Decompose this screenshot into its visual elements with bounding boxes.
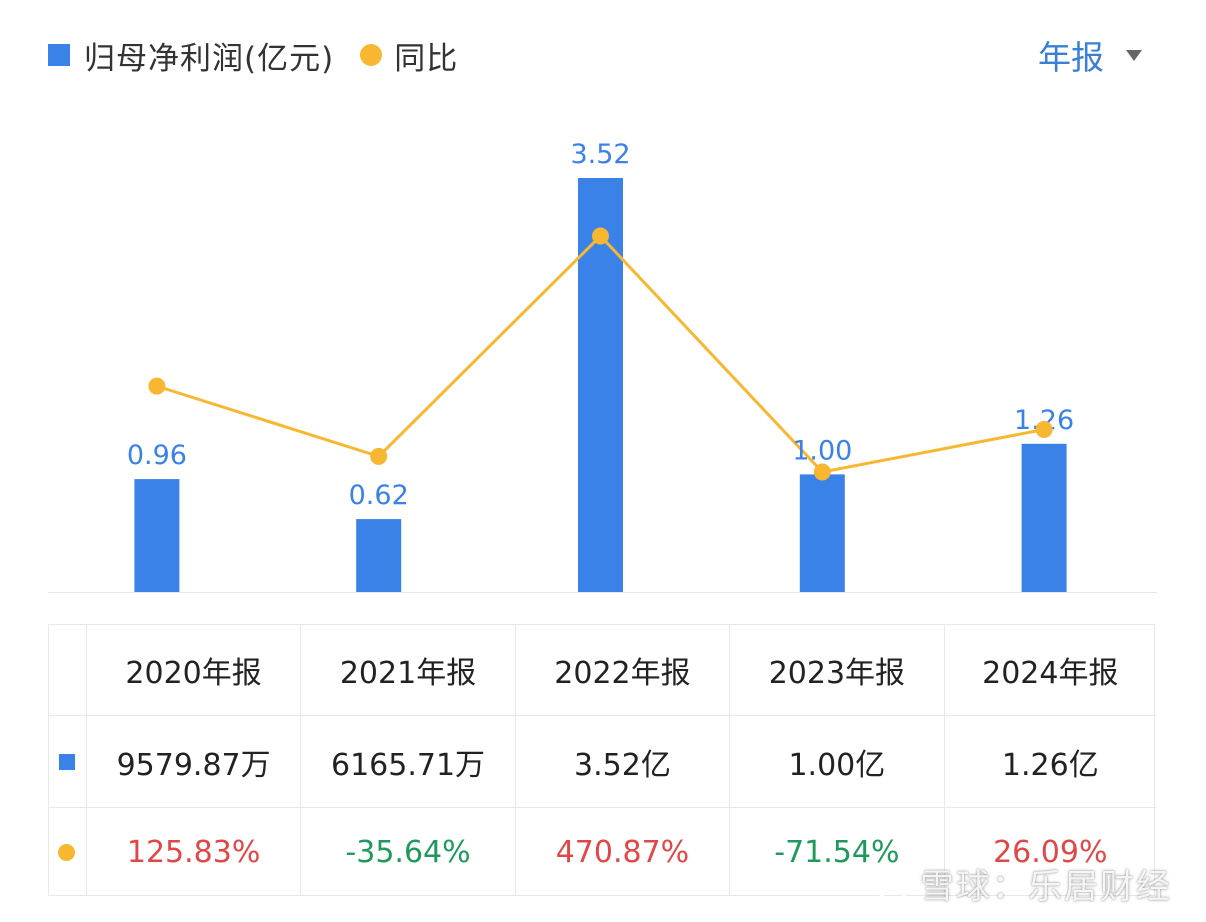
table-cell-net-profit: 1.00亿 (730, 716, 945, 807)
yoy-point-2023年报[interactable] (813, 463, 831, 481)
bar-2024年报[interactable] (1021, 443, 1067, 592)
legend-label-net-profit: 归母净利润(亿元) (84, 40, 335, 77)
bar-2020年报[interactable] (134, 479, 180, 592)
yoy-dot-icon (58, 843, 76, 861)
legend-label-yoy: 同比 (394, 40, 459, 77)
bar-value-label: 3.52 (570, 139, 630, 170)
combo-chart: 0.960.623.521.001.26 (48, 139, 1157, 593)
watermark-text: 雪球：乐居财经 (920, 867, 1172, 907)
bar-value-label: 0.96 (127, 440, 187, 471)
table-cell-yoy: -71.54% (730, 808, 945, 896)
data-table: 2020年报 2021年报 2022年报 2023年报 2024年报 9579.… (48, 624, 1156, 896)
table-row-icon-cell (48, 716, 87, 807)
legend-dot-icon (360, 44, 383, 66)
bar-value-label: 1.00 (792, 435, 852, 466)
table-cell-net-profit: 9579.87万 (87, 716, 302, 807)
table-cell-net-profit: 3.52亿 (516, 716, 731, 807)
table-cell-net-profit: 6165.71万 (301, 716, 516, 807)
table-cell-yoy: 125.83% (87, 808, 302, 896)
table-header-cell: 2022年报 (516, 624, 731, 715)
bar-2023年报[interactable] (799, 474, 845, 592)
bar-value-label: 0.62 (349, 480, 409, 511)
table-header-cell: 2021年报 (301, 624, 516, 715)
legend-item-yoy[interactable]: 同比 (360, 33, 458, 78)
table-cell-net-profit: 1.26亿 (1001, 747, 1099, 783)
caret-down-icon (1126, 49, 1142, 61)
table-header-cell: 2020年报 (87, 624, 302, 715)
plot-area: 0.960.623.521.001.26 (48, 139, 1157, 593)
table-header-cell: 2023年报 (730, 624, 945, 715)
watermark: 雪球：乐居财经 (874, 859, 1172, 908)
table-row-yoy: 125.83% -35.64% 470.87% -71.54% 26.09% (48, 808, 1156, 896)
table-corner-cell (48, 624, 87, 715)
period-selector[interactable]: 年报 (1038, 30, 1142, 80)
table-cell-yoy: 26.09% (993, 834, 1108, 870)
legend-square-icon (48, 44, 70, 66)
yoy-point-2020年报[interactable] (148, 377, 166, 395)
table-cell-yoy: -35.64% (301, 808, 516, 896)
table-header-cell: 2024年报 (982, 655, 1119, 691)
table-header-row: 2020年报 2021年报 2022年报 2023年报 2024年报 (48, 624, 1156, 716)
yoy-point-2024年报[interactable] (1035, 421, 1053, 439)
net-profit-square-icon (58, 753, 75, 770)
table-row-icon-cell (48, 808, 87, 896)
yoy-point-2021年报[interactable] (370, 447, 388, 465)
yoy-point-2022年报[interactable] (592, 227, 609, 245)
chart-legend: 归母净利润(亿元) 同比 (48, 30, 484, 80)
table-row-net-profit: 9579.87万 6165.71万 3.52亿 1.00亿 1.26亿 (48, 716, 1156, 808)
legend-item-net-profit[interactable]: 归母净利润(亿元) (48, 33, 334, 78)
bar-2022年报[interactable] (578, 178, 623, 592)
period-selector-label: 年报 (1038, 38, 1104, 77)
bar-2021年报[interactable] (356, 519, 402, 592)
xueqiu-logo-icon (875, 865, 911, 902)
table-cell-yoy: 470.87% (516, 808, 731, 896)
